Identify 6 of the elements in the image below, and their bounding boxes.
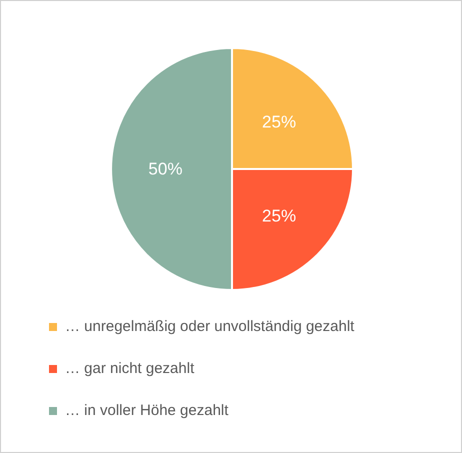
data-label: 25% — [262, 206, 296, 226]
legend-label: … gar nicht gezahlt — [65, 360, 194, 377]
legend-label: … unregelmäßig oder unvollständig gezahlt — [65, 318, 354, 335]
legend-label: … in voller Höhe gezahlt — [65, 402, 228, 419]
data-label: 25% — [262, 112, 296, 132]
data-label: 50% — [148, 160, 182, 178]
